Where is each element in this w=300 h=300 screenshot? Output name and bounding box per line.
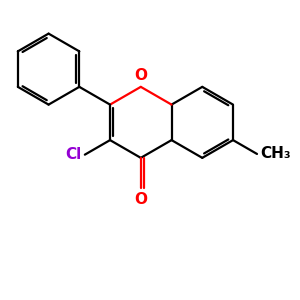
Text: CH₃: CH₃: [260, 146, 291, 161]
Text: O: O: [134, 192, 147, 207]
Text: O: O: [134, 68, 147, 83]
Text: Cl: Cl: [65, 147, 81, 162]
